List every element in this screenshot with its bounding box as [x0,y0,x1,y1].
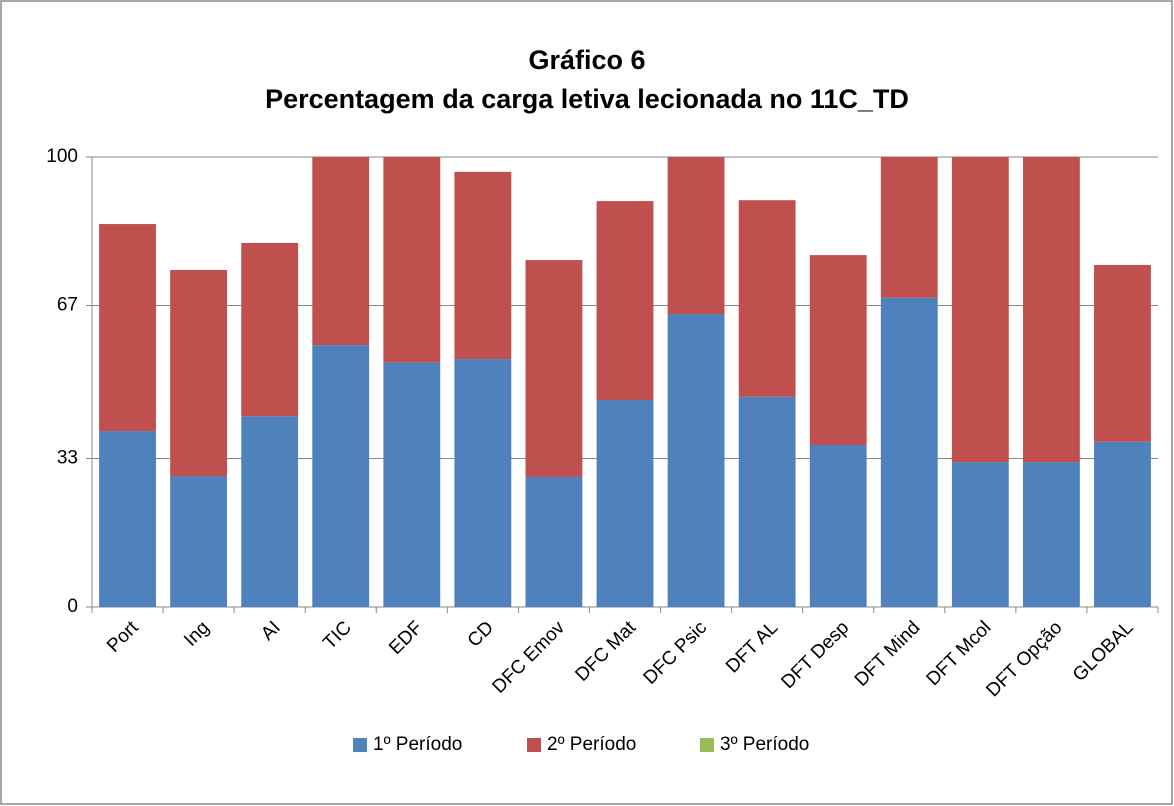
bar-segment [667,314,725,607]
y-tick-label: 33 [57,448,78,469]
y-tick-label: 0 [67,596,78,617]
y-tick-label: 67 [57,295,78,316]
bar-segment [312,157,370,346]
bar-segment [596,201,654,400]
bar-segment [383,157,441,363]
legend-swatch [353,738,367,752]
bar-segment [809,445,867,607]
bar-segment [241,416,299,607]
bar-segment [525,260,583,477]
bar-segment [1094,441,1151,607]
bar-segment [99,224,156,432]
legend-swatch [700,738,714,752]
bar-segment [170,269,228,477]
bar-segment [99,431,156,607]
y-tick-label: 100 [46,146,78,167]
legend-label: 2º Período [547,734,636,755]
legend-label: 3º Período [720,734,809,755]
bar-segment [880,157,938,298]
bar-segment [596,400,654,607]
bar-segment [738,200,796,397]
bar-segment [1094,265,1151,442]
bar-segment [1022,157,1080,463]
bar-segment [383,362,441,607]
bar-segment [454,359,512,607]
bar-segment [738,396,796,607]
bar-segment [880,297,938,607]
chart-title: Gráfico 6 [528,45,645,75]
legend-swatch [527,738,541,752]
bar-segment [951,462,1009,607]
bar-segment [809,255,867,445]
legend-label: 1º Período [373,734,462,755]
bar-segment [667,157,725,315]
bar-segment [525,476,583,607]
bar-segment [454,171,512,360]
bar-segment [312,345,370,607]
bar-segment [241,242,299,417]
chart-subtitle: Percentagem da carga letiva lecionada no… [265,84,909,114]
bar-segment [1022,462,1080,607]
bar-segment [170,476,228,607]
bar-segment [951,157,1009,463]
